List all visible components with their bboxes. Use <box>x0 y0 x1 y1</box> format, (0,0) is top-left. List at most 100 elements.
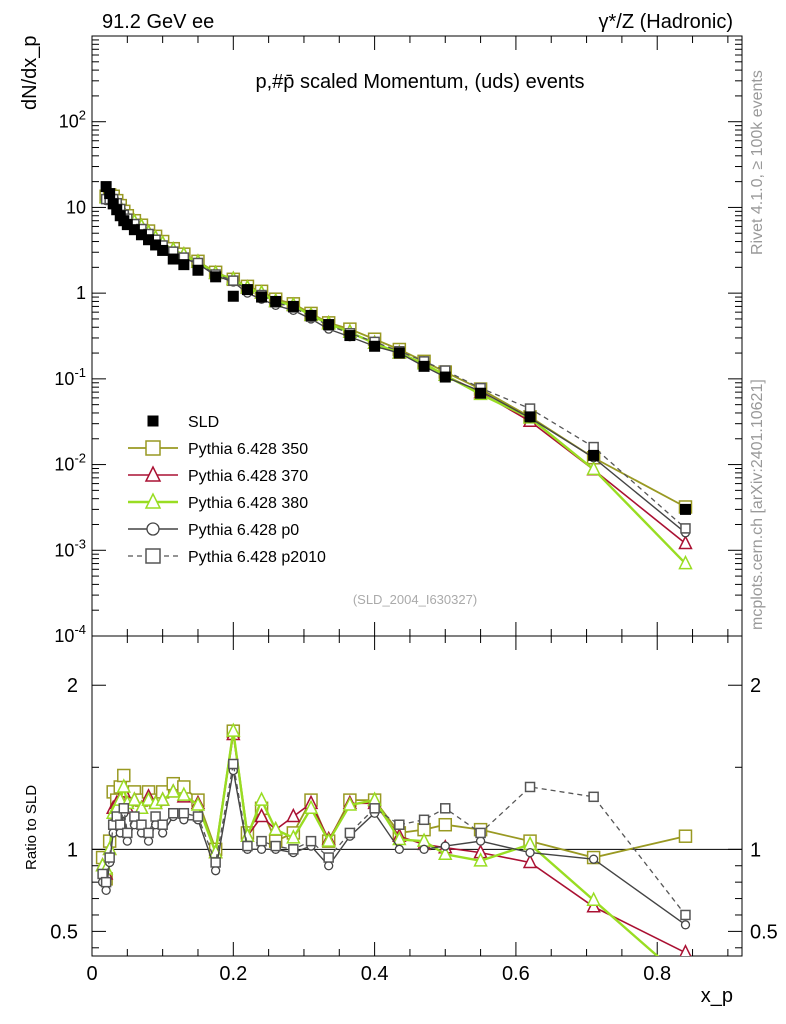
point-data <box>393 347 405 359</box>
point-data <box>167 253 179 265</box>
main-ytick-label: 10 <box>66 197 86 217</box>
energy-label: 91.2 GeV ee <box>102 11 214 33</box>
ratio-panel-frame <box>91 635 743 957</box>
main-ytick-label: 102 <box>59 108 86 132</box>
ratio-point-p2010 <box>118 803 130 814</box>
ratio-point-p2010 <box>440 803 451 814</box>
ratio-point-p380 <box>321 832 336 847</box>
ratio-point-p380 <box>342 796 358 811</box>
ratio-point-p380 <box>176 786 192 801</box>
point-data <box>157 244 169 256</box>
point-p380 <box>678 554 693 570</box>
process-label: γ*/Z (Hadronic) <box>599 11 733 33</box>
ratio-point-p2010 <box>418 814 430 826</box>
point-data <box>121 219 133 231</box>
point-data <box>192 264 204 276</box>
ratio-point-p380 <box>586 891 601 906</box>
point-p2010 <box>680 523 691 534</box>
ratio-point-p2010 <box>394 819 405 830</box>
ratio-point-p2010 <box>270 840 281 852</box>
point-data <box>100 181 112 193</box>
ratio-point-p0 <box>210 866 221 876</box>
ratio-point-p380 <box>127 791 142 806</box>
ratio-series-p350 <box>95 724 693 886</box>
ratio-point-p370 <box>679 944 692 956</box>
ratio-point-p0 <box>143 836 154 846</box>
point-data <box>178 259 190 271</box>
ratio-point-p0 <box>324 861 334 871</box>
ratio-point-p0 <box>440 841 450 851</box>
ratio-point-p380 <box>190 796 206 811</box>
series-line-p2010 <box>106 198 686 529</box>
ratio-point-p2010 <box>305 835 317 847</box>
ratio-ytick-label-right: 2 <box>750 675 761 697</box>
ratio-ytick-label-right: 0.5 <box>750 921 778 943</box>
main-ytick-label: 10-3 <box>54 536 86 560</box>
xtick-label: 0 <box>86 963 97 985</box>
legend-entry-p2010: Pythia 6.428 p2010 <box>128 548 326 566</box>
point-data <box>111 204 123 216</box>
ratio-point-p380 <box>438 845 453 861</box>
main-ytick-label: 10-4 <box>54 622 86 646</box>
legend: SLD Pythia 6.428 350 Pythia 6.428 370 Pythi… <box>128 414 326 566</box>
series-data <box>100 181 691 515</box>
ratio-point-p2010 <box>100 876 112 888</box>
point-data <box>305 309 317 321</box>
ratio-point-p350 <box>438 817 453 832</box>
ratio-point-p380 <box>134 799 149 815</box>
point-data <box>256 291 268 303</box>
point-data <box>287 300 299 312</box>
point-data <box>104 188 116 200</box>
ratio-point-p370 <box>254 807 269 823</box>
ratio-ytick-label-left: 2 <box>67 675 78 697</box>
point-data <box>418 360 430 372</box>
legend-marker <box>147 415 159 427</box>
ratio-point-p0 <box>525 847 535 858</box>
ratio-point-p380 <box>392 830 407 846</box>
ratio-ytick-label-left: 1 <box>67 839 78 861</box>
ratio-point-p2010 <box>143 827 154 839</box>
main-panel-frame <box>91 35 743 637</box>
point-data <box>241 284 253 296</box>
legend-label: Pythia 6.428 380 <box>188 495 308 512</box>
legend-label: Pythia 6.428 350 <box>188 441 308 458</box>
ratio-clipped <box>95 722 693 956</box>
ratio-point-p380 <box>254 791 269 806</box>
ratio-point-p2010 <box>168 807 179 819</box>
legend-marker <box>145 548 161 564</box>
point-data <box>128 224 140 236</box>
rivet-label: Rivet 4.1.0, ≥ 100k events <box>749 70 766 255</box>
legend-label: Pythia 6.428 370 <box>188 468 308 485</box>
xtick-label: 0.4 <box>361 963 389 985</box>
ratio-point-p0 <box>256 844 267 854</box>
point-data <box>588 449 600 461</box>
ratio-point-p2010 <box>129 811 140 822</box>
ratio-point-p2010 <box>104 852 115 863</box>
main-series <box>98 181 693 570</box>
ratio-ytick-label-right: 1 <box>750 839 761 861</box>
legend-marker <box>146 522 160 536</box>
point-data <box>143 234 155 246</box>
ratio-ytick-label-left: 0.5 <box>50 921 78 943</box>
point-p380 <box>586 460 601 476</box>
point-data <box>369 340 381 352</box>
ratio-point-p2010 <box>157 819 168 830</box>
main-axes: 10-4 10-3 10-2 10-1 1 10 102 <box>54 36 742 646</box>
legend-entry-p380: Pythia 6.428 380 <box>128 492 308 512</box>
ratio-point-p2010 <box>588 791 599 803</box>
ratio-point-p0 <box>101 885 111 896</box>
ratio-point-p380 <box>166 783 181 798</box>
ratio-point-p380 <box>155 791 170 806</box>
main-ytick-label: 10-1 <box>54 365 86 389</box>
ratio-point-p2010 <box>256 835 267 847</box>
ratio-point-p2010 <box>178 807 190 819</box>
ratio-point-p380 <box>268 820 283 836</box>
ratio-point-p2010 <box>192 811 204 822</box>
ratio-point-p0 <box>122 836 132 846</box>
legend-marker <box>145 440 161 456</box>
ratio-point-p2010 <box>475 827 486 839</box>
legend-entry-p370: Pythia 6.428 370 <box>128 465 308 485</box>
point-data <box>270 295 282 307</box>
legend-entry-p0: Pythia 6.428 p0 <box>128 522 299 539</box>
